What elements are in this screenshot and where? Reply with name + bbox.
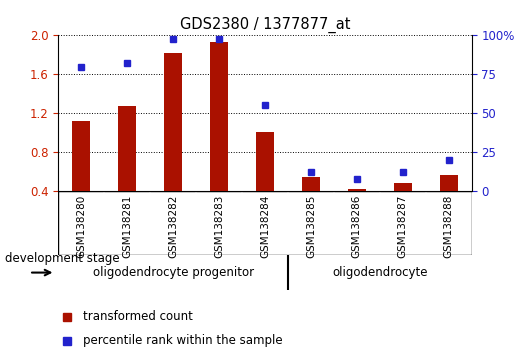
Text: GSM138283: GSM138283	[214, 194, 224, 258]
Bar	[256, 132, 274, 191]
Text: GSM138286: GSM138286	[352, 194, 362, 258]
Text: GSM138287: GSM138287	[398, 194, 408, 258]
Bar	[439, 175, 458, 191]
Text: transformed count: transformed count	[83, 310, 193, 323]
Text: GSM138280: GSM138280	[76, 194, 86, 258]
Bar	[394, 183, 412, 191]
Text: GSM138282: GSM138282	[168, 194, 178, 258]
Bar	[72, 121, 91, 191]
Text: oligodendrocyte progenitor: oligodendrocyte progenitor	[93, 266, 254, 279]
Text: GSM138288: GSM138288	[444, 194, 454, 258]
Bar	[164, 53, 182, 191]
Text: GSM138285: GSM138285	[306, 194, 316, 258]
Text: oligodendrocyte: oligodendrocyte	[332, 266, 428, 279]
Text: percentile rank within the sample: percentile rank within the sample	[83, 334, 282, 347]
Title: GDS2380 / 1377877_at: GDS2380 / 1377877_at	[180, 16, 350, 33]
Bar	[210, 42, 228, 191]
Text: GSM138284: GSM138284	[260, 194, 270, 258]
Text: development stage: development stage	[5, 252, 120, 265]
Bar	[348, 189, 366, 191]
Bar	[302, 177, 320, 191]
Text: GSM138281: GSM138281	[122, 194, 132, 258]
Bar	[118, 107, 136, 191]
